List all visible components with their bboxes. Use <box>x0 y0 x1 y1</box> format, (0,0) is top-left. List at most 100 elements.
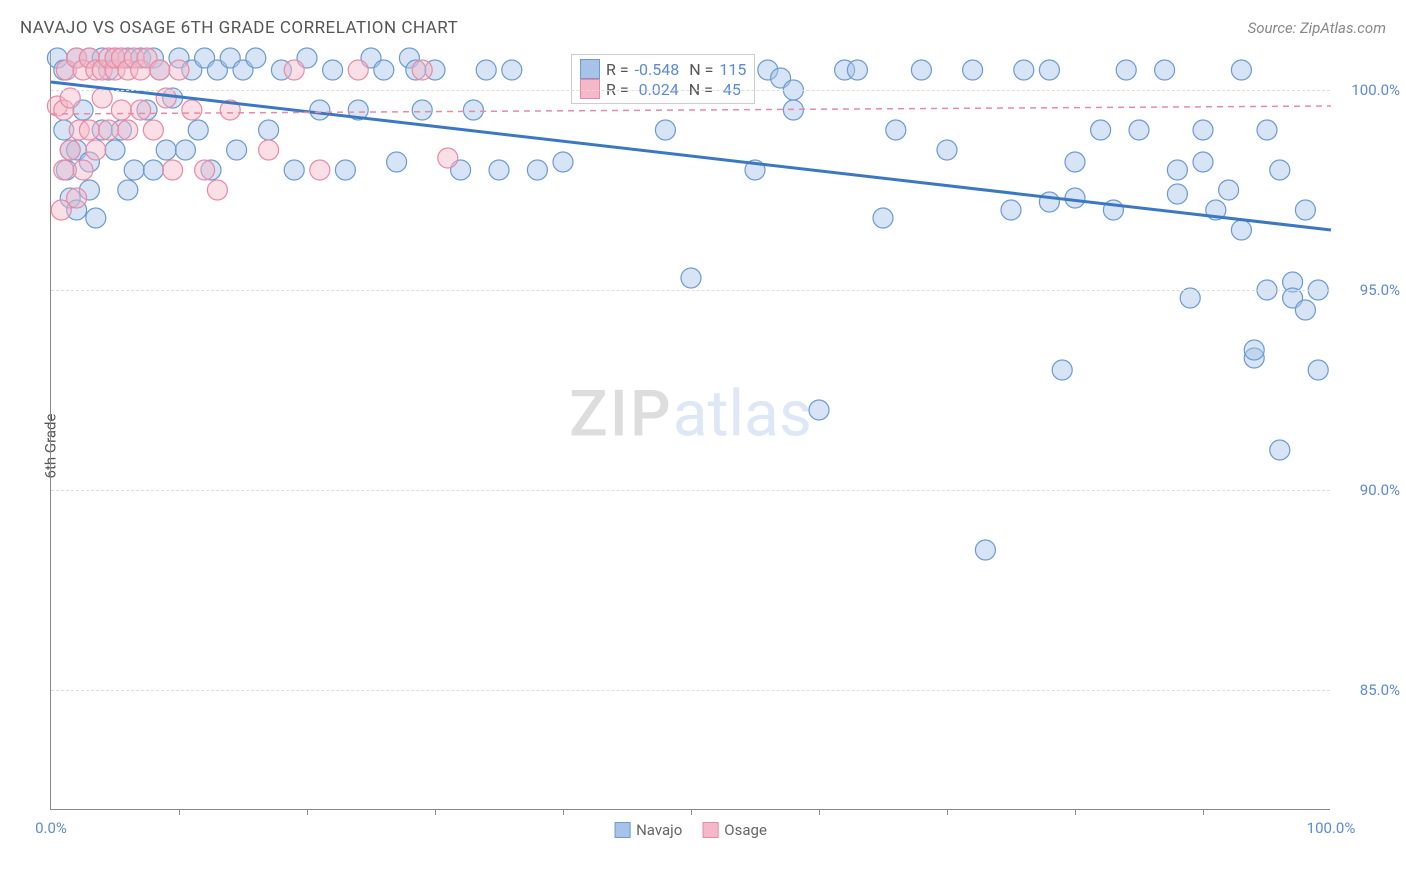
navajo-point <box>553 152 573 172</box>
osage-point <box>195 160 215 180</box>
navajo-point <box>1052 360 1072 380</box>
navajo-n-value: 115 <box>719 60 746 79</box>
navajo-point <box>124 160 144 180</box>
navajo-r-value: -0.548 <box>635 60 680 79</box>
x-tick <box>179 809 180 815</box>
x-tick <box>947 809 948 815</box>
navajo-point <box>1039 60 1059 80</box>
navajo-point <box>975 540 995 560</box>
osage-point <box>156 88 176 108</box>
y-tick-label: 90.0% <box>1360 481 1400 499</box>
correlation-legend: R = -0.548 N = 115 R = 0.024 N = 45 <box>571 54 755 104</box>
navajo-point <box>86 208 106 228</box>
navajo-point <box>476 60 496 80</box>
osage-r-value: 0.024 <box>635 80 679 99</box>
x-tick <box>435 809 436 815</box>
n-label: N = <box>685 60 713 79</box>
navajo-point <box>1001 200 1021 220</box>
navajo-point <box>1295 200 1315 220</box>
gridline <box>51 490 1330 491</box>
legend-row-navajo: R = -0.548 N = 115 <box>580 59 746 79</box>
navajo-point <box>143 160 163 180</box>
navajo-point <box>1193 120 1213 140</box>
navajo-point <box>246 48 266 68</box>
navajo-point <box>1219 180 1239 200</box>
legend-label-osage: Osage <box>724 821 767 839</box>
chart-title: NAVAJO VS OSAGE 6TH GRADE CORRELATION CH… <box>20 18 458 38</box>
osage-point <box>207 180 227 200</box>
x-tick <box>307 809 308 815</box>
osage-point <box>412 60 432 80</box>
navajo-point <box>335 160 355 180</box>
navajo-point <box>1180 288 1200 308</box>
navajo-point <box>188 120 208 140</box>
legend-label-navajo: Navajo <box>636 821 682 839</box>
navajo-point <box>374 60 394 80</box>
navajo-point <box>463 100 483 120</box>
r-label: R = <box>606 60 629 79</box>
navajo-point <box>1231 220 1251 240</box>
navajo-point <box>937 140 957 160</box>
navajo-point <box>1091 120 1111 140</box>
osage-point <box>182 100 202 120</box>
plot-area: ZIPatlas R = -0.548 N = 115 R = 0.024 N … <box>50 50 1330 810</box>
x-tick <box>819 809 820 815</box>
navajo-point <box>412 100 432 120</box>
navajo-point <box>1257 120 1277 140</box>
x-tick <box>1203 809 1204 815</box>
navajo-point <box>323 60 343 80</box>
osage-point <box>143 120 163 140</box>
x-tick-label: 100.0% <box>1307 819 1356 837</box>
osage-point <box>438 148 458 168</box>
gridline <box>51 690 1330 691</box>
navajo-point <box>527 160 547 180</box>
osage-point <box>150 60 170 80</box>
navajo-point <box>1014 60 1034 80</box>
gridline <box>51 90 1330 91</box>
y-tick-label: 95.0% <box>1360 281 1400 299</box>
navajo-point <box>1065 188 1085 208</box>
legend-swatch-icon <box>702 822 718 838</box>
osage-point <box>131 100 151 120</box>
legend-swatch-navajo <box>580 59 600 79</box>
osage-trendline <box>51 106 1331 114</box>
r-label: R = <box>606 80 629 99</box>
legend-item-navajo: Navajo <box>614 821 682 839</box>
osage-point <box>99 120 119 140</box>
navajo-point <box>873 208 893 228</box>
legend-swatch-osage <box>580 79 600 99</box>
navajo-point <box>655 120 675 140</box>
navajo-point <box>1167 184 1187 204</box>
y-tick-label: 85.0% <box>1360 681 1400 699</box>
navajo-point <box>1295 300 1315 320</box>
navajo-point <box>1065 152 1085 172</box>
navajo-point <box>156 140 176 160</box>
osage-point <box>111 100 131 120</box>
legend-row-osage: R = 0.024 N = 45 <box>580 79 746 99</box>
navajo-point <box>259 120 279 140</box>
navajo-point <box>681 268 701 288</box>
navajo-point <box>1308 360 1328 380</box>
navajo-point <box>1270 440 1290 460</box>
navajo-point <box>886 120 906 140</box>
navajo-point <box>847 60 867 80</box>
navajo-point <box>1167 160 1187 180</box>
navajo-point <box>118 180 138 200</box>
navajo-point <box>387 152 407 172</box>
x-tick <box>691 809 692 815</box>
osage-point <box>60 88 80 108</box>
navajo-point <box>1193 152 1213 172</box>
osage-point <box>259 140 279 160</box>
navajo-point <box>1039 192 1059 212</box>
osage-point <box>163 160 183 180</box>
osage-point <box>92 88 112 108</box>
navajo-point <box>809 400 829 420</box>
osage-point <box>79 120 99 140</box>
osage-point <box>54 160 74 180</box>
legend-item-osage: Osage <box>702 821 767 839</box>
osage-point <box>169 60 189 80</box>
x-tick <box>1075 809 1076 815</box>
osage-n-value: 45 <box>719 80 741 99</box>
navajo-point <box>1116 60 1136 80</box>
navajo-point <box>1231 60 1251 80</box>
